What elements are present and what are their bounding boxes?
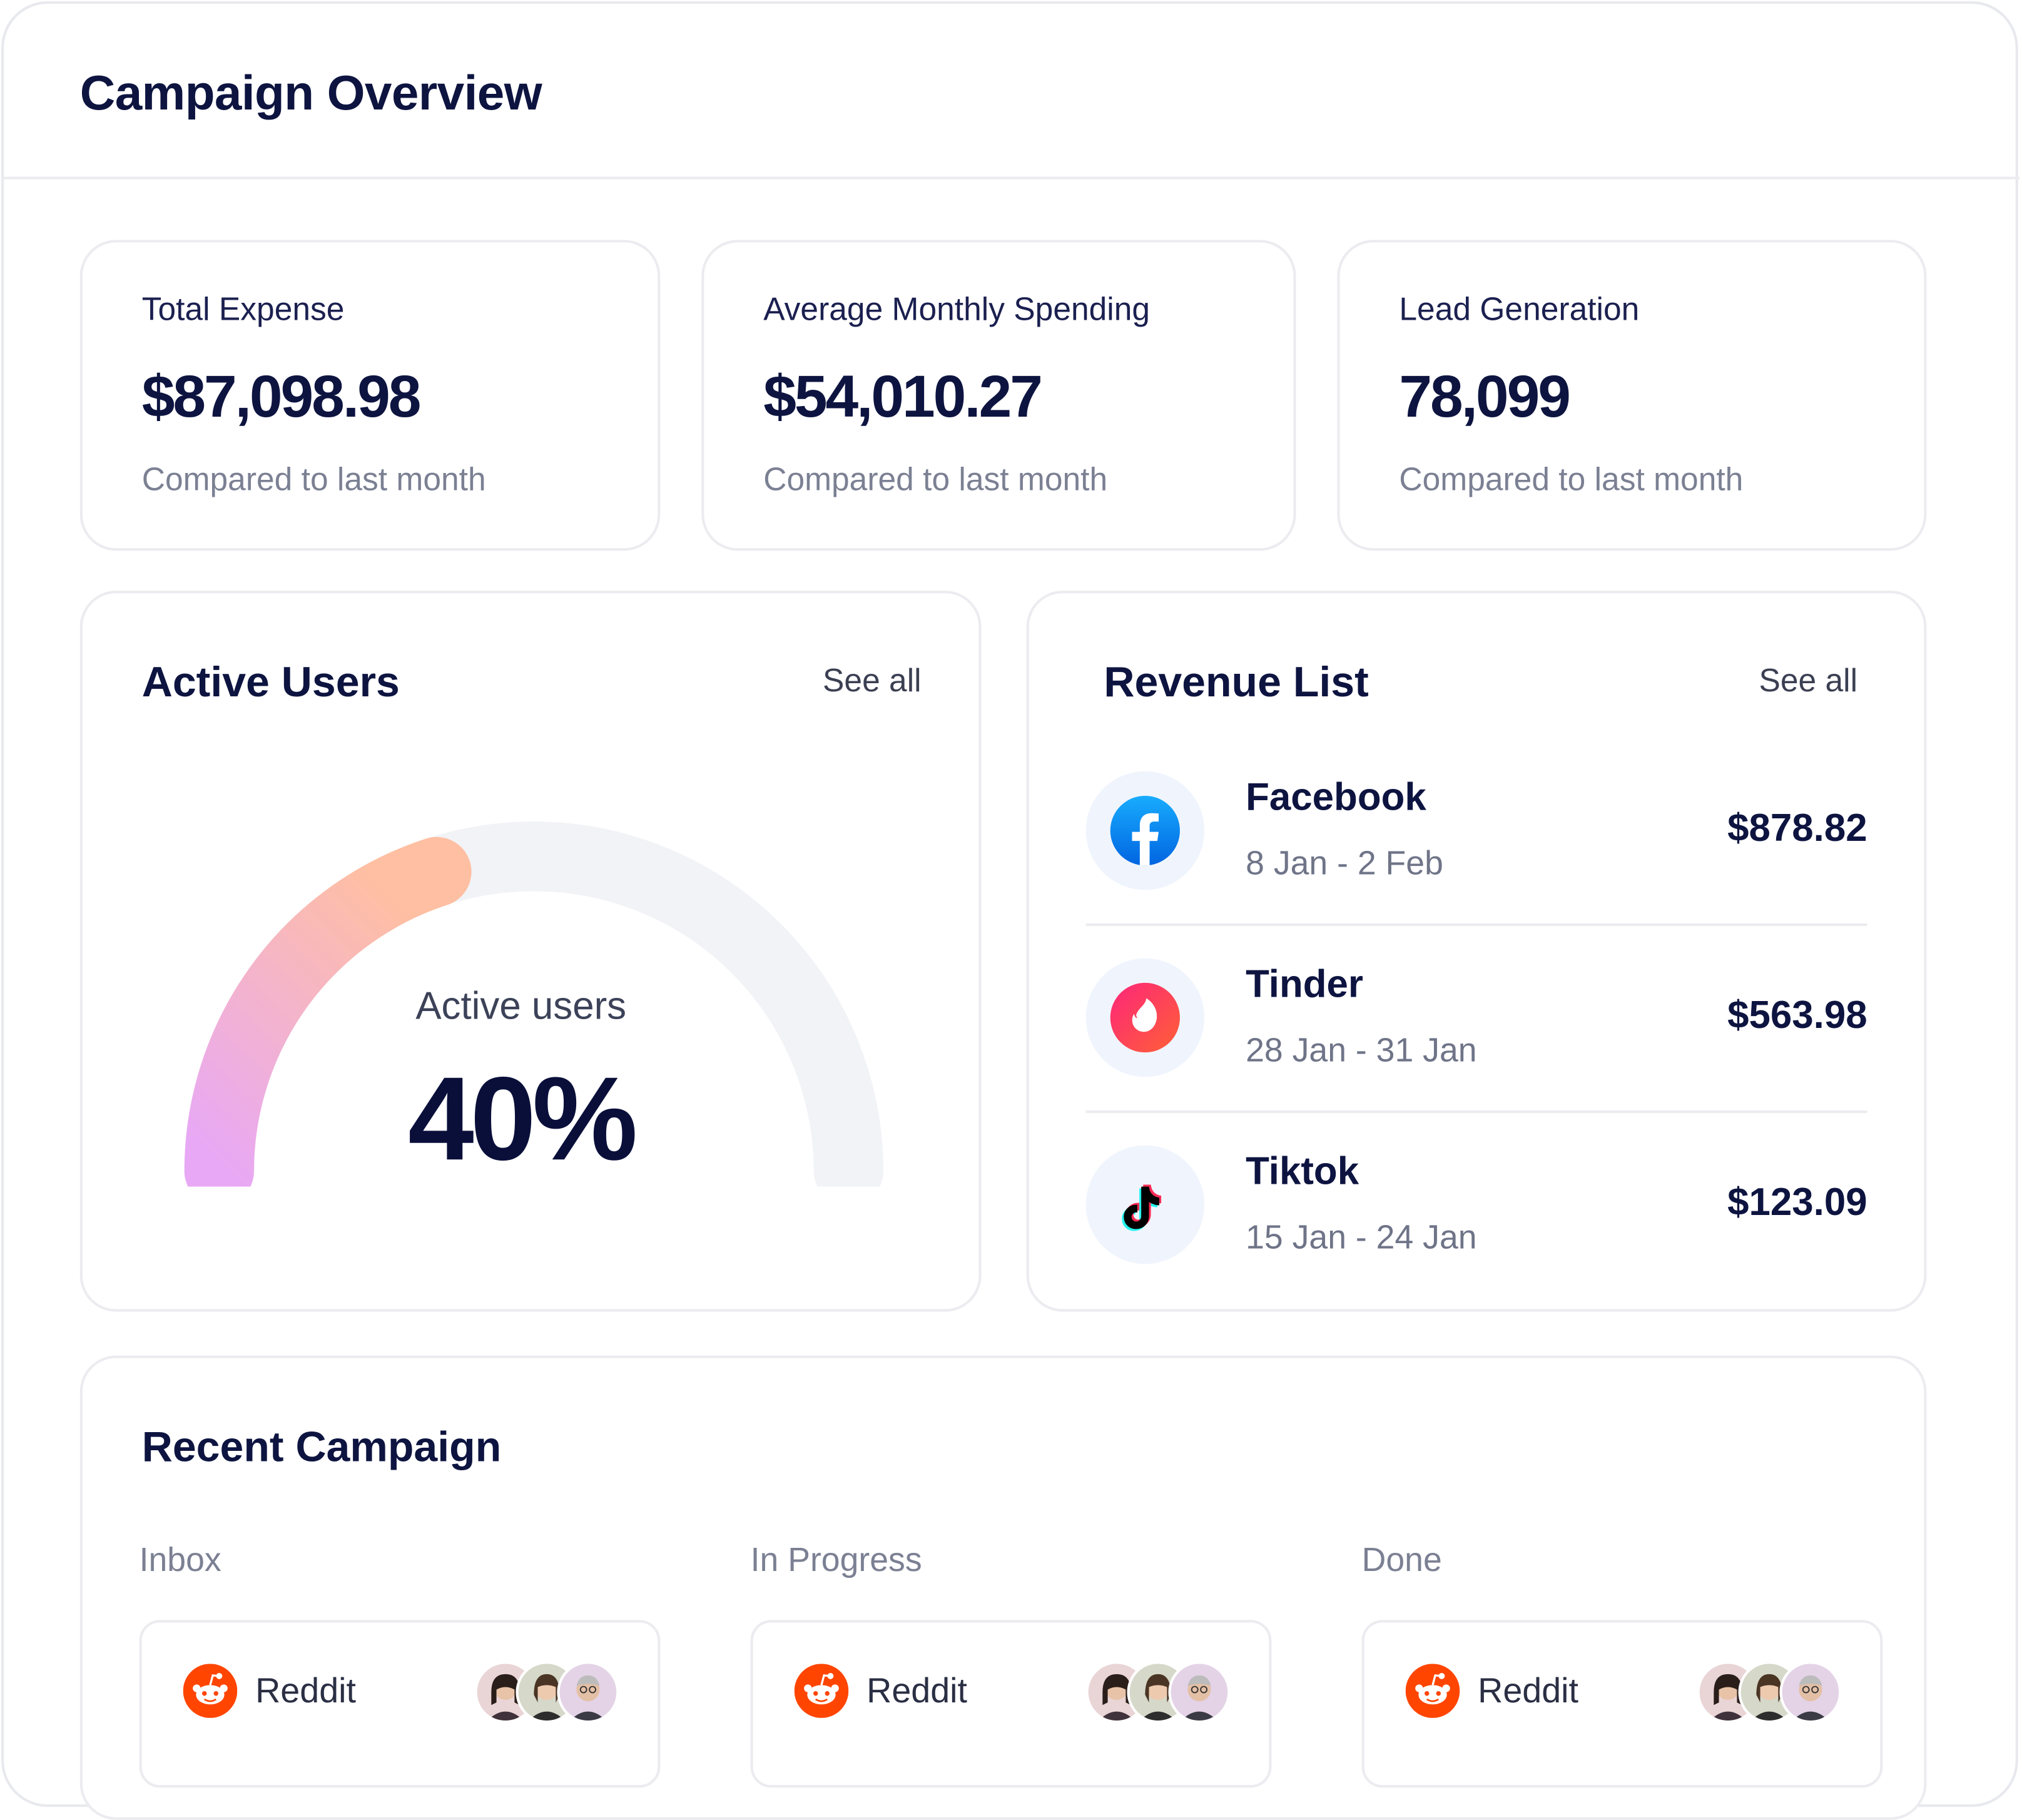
avatar-group — [474, 1661, 619, 1724]
reddit-icon — [183, 1664, 238, 1718]
avatar — [1779, 1661, 1842, 1724]
stat-value: $54,010.27 — [763, 362, 1043, 430]
gauge-fill — [184, 836, 472, 1187]
campaign-card-done[interactable]: Reddit — [1361, 1620, 1883, 1788]
campaign-name: Reddit — [255, 1671, 356, 1711]
row-divider — [1085, 923, 1867, 927]
active-users-gauge — [184, 821, 883, 1187]
tinder-icon — [1085, 958, 1205, 1077]
reddit-icon — [1405, 1664, 1460, 1718]
revenue-amount: $123.09 — [1727, 1181, 1867, 1224]
revenue-amount: $563.98 — [1727, 994, 1867, 1037]
revenue-row-facebook[interactable]: Facebook 8 Jan - 2 Feb $878.82 — [1085, 771, 1867, 960]
stat-card-lead-generation: Lead Generation 78,099 Compared to last … — [1337, 240, 1927, 551]
stat-comparison: Compared to last month — [1399, 462, 1744, 498]
facebook-icon — [1085, 771, 1205, 890]
revenue-see-all-link[interactable]: See all — [1759, 663, 1858, 699]
revenue-source-name: Facebook — [1246, 776, 1426, 820]
campaign-card-in-progress[interactable]: Reddit — [750, 1620, 1272, 1788]
revenue-row-tiktok[interactable]: Tiktok 15 Jan - 24 Jan $123.09 — [1085, 1145, 1867, 1334]
column-label-in-progress: In Progress — [750, 1540, 922, 1579]
campaign-card-inbox[interactable]: Reddit — [139, 1620, 661, 1788]
revenue-source-name: Tinder — [1246, 963, 1363, 1006]
column-label-done: Done — [1361, 1540, 1442, 1579]
stat-card-total-expense: Total Expense $87,098.98 Compared to las… — [79, 240, 661, 551]
gauge-value: 40% — [408, 1054, 638, 1186]
stat-card-average-monthly: Average Monthly Spending $54,010.27 Comp… — [701, 240, 1296, 551]
column-label-inbox: Inbox — [139, 1540, 221, 1579]
header-divider — [3, 176, 2019, 180]
avatar-group — [1085, 1661, 1231, 1724]
gauge-label: Active users — [415, 985, 627, 1029]
revenue-date-range: 15 Jan - 24 Jan — [1246, 1218, 1477, 1256]
stat-comparison: Compared to last month — [763, 462, 1108, 498]
recent-campaign-title: Recent Campaign — [141, 1422, 502, 1471]
page-title: Campaign Overview — [79, 67, 542, 121]
reddit-icon — [794, 1664, 849, 1718]
active-users-title: Active Users — [141, 658, 400, 706]
stat-value: 78,099 — [1399, 362, 1571, 430]
stat-label: Average Monthly Spending — [763, 291, 1151, 328]
revenue-source-name: Tiktok — [1246, 1150, 1359, 1193]
active-users-card: Active Users See all Active users 40% — [79, 591, 982, 1312]
revenue-list-card: Revenue List See all Facebook 8 Jan - 2 … — [1026, 591, 1927, 1312]
tiktok-icon — [1085, 1145, 1205, 1264]
revenue-amount: $878.82 — [1727, 807, 1867, 850]
avatar-group — [1697, 1661, 1842, 1724]
campaign-name: Reddit — [1478, 1671, 1579, 1711]
stat-comparison: Compared to last month — [141, 462, 486, 498]
revenue-date-range: 28 Jan - 31 Jan — [1246, 1030, 1477, 1069]
avatar — [557, 1661, 619, 1724]
stat-label: Lead Generation — [1399, 291, 1640, 328]
row-divider — [1085, 1110, 1867, 1114]
stat-label: Total Expense — [141, 291, 345, 328]
stat-value: $87,098.98 — [141, 362, 422, 430]
revenue-list-title: Revenue List — [1104, 658, 1369, 706]
revenue-date-range: 8 Jan - 2 Feb — [1246, 843, 1443, 883]
revenue-row-tinder[interactable]: Tinder 28 Jan - 31 Jan $563.98 — [1085, 958, 1867, 1147]
active-users-see-all-link[interactable]: See all — [823, 663, 922, 699]
campaign-name: Reddit — [866, 1671, 967, 1711]
avatar — [1168, 1661, 1231, 1724]
